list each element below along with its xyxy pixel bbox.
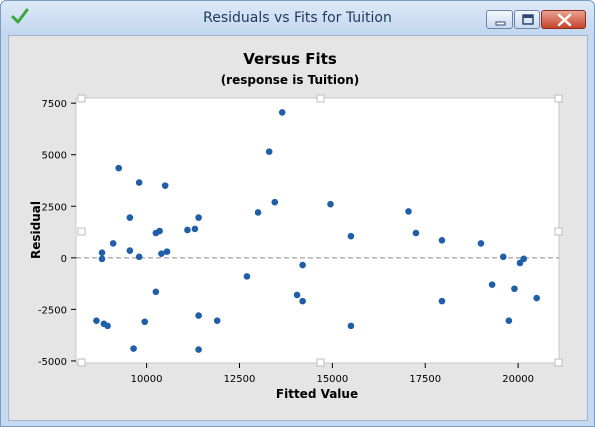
- resize-handle[interactable]: [77, 227, 86, 236]
- data-point: [499, 253, 507, 261]
- data-point: [511, 285, 518, 293]
- resize-handle[interactable]: [554, 94, 563, 103]
- data-point: [126, 214, 134, 221]
- data-point: [213, 317, 221, 325]
- chart-title: Versus Fits: [243, 50, 337, 68]
- data-point: [327, 200, 334, 208]
- data-point: [135, 253, 143, 261]
- data-point: [477, 240, 485, 247]
- data-point: [533, 294, 541, 302]
- data-point: [191, 225, 199, 233]
- resize-handle[interactable]: [316, 358, 325, 367]
- minimize-button[interactable]: [486, 10, 513, 29]
- data-point: [195, 214, 202, 221]
- resize-handle[interactable]: [554, 227, 563, 236]
- data-point: [505, 317, 513, 325]
- data-point: [293, 291, 301, 299]
- green-checkmark-icon: [11, 8, 29, 24]
- minimize-icon: [495, 21, 506, 26]
- data-point: [278, 109, 286, 116]
- chart-subtitle: (response is Tuition): [221, 73, 360, 87]
- data-point: [115, 164, 123, 172]
- data-point: [299, 261, 306, 269]
- data-point: [195, 346, 202, 353]
- plot-area: [75, 97, 560, 364]
- x-tick-label: 17500: [409, 374, 441, 385]
- data-point: [98, 249, 106, 256]
- data-point: [412, 229, 420, 237]
- data-point: [438, 236, 446, 244]
- graph-client-area: Versus Fits (response is Tuition) Fitted…: [8, 35, 588, 421]
- data-point: [438, 297, 446, 305]
- resize-handle[interactable]: [77, 94, 86, 103]
- close-button[interactable]: [541, 10, 586, 29]
- x-tick-label: 20000: [502, 374, 534, 385]
- data-point: [152, 288, 160, 296]
- x-tick-label: 15000: [316, 374, 348, 385]
- data-point: [141, 318, 149, 326]
- data-point: [520, 255, 528, 263]
- x-tick-label: 10000: [131, 374, 163, 385]
- data-point: [163, 248, 171, 255]
- data-point: [347, 322, 355, 330]
- data-point: [109, 240, 117, 247]
- y-tick-label: -2500: [38, 305, 67, 316]
- data-point: [135, 179, 143, 186]
- y-tick-label: 0: [61, 254, 67, 265]
- data-point: [265, 148, 273, 155]
- maximize-icon: [522, 14, 534, 25]
- window-title: Residuals vs Fits for Tuition: [203, 10, 392, 26]
- resize-handle[interactable]: [77, 358, 86, 367]
- y-tick-label: 7500: [42, 99, 67, 110]
- data-point: [104, 322, 111, 330]
- data-point: [299, 297, 306, 305]
- data-point: [184, 226, 191, 234]
- data-point: [93, 317, 100, 325]
- title-bar[interactable]: Residuals vs Fits for Tuition: [1, 1, 594, 35]
- data-point: [347, 232, 355, 240]
- x-tick-label: 12500: [224, 374, 256, 385]
- data-point: [271, 198, 279, 206]
- data-point: [98, 255, 106, 263]
- residuals-vs-fits-chart: Versus Fits (response is Tuition) Fitted…: [29, 50, 563, 401]
- close-icon: [557, 13, 572, 27]
- data-point: [195, 312, 202, 319]
- data-point: [156, 227, 163, 235]
- data-point: [158, 250, 165, 258]
- data-point: [254, 209, 262, 216]
- y-tick-label: 2500: [42, 202, 67, 213]
- data-point: [405, 208, 412, 215]
- y-tick-label: -5000: [38, 357, 67, 368]
- y-tick-label: 5000: [42, 151, 67, 162]
- x-axis-label: Fitted Value: [276, 387, 358, 401]
- y-axis-label: Residual: [29, 201, 43, 259]
- data-point: [126, 247, 134, 254]
- data-point: [243, 273, 251, 280]
- resize-handle[interactable]: [316, 94, 325, 103]
- resize-handle[interactable]: [554, 358, 563, 367]
- data-point: [488, 281, 496, 288]
- data-point: [130, 345, 137, 352]
- maximize-button[interactable]: [514, 10, 540, 29]
- data-point: [161, 182, 169, 189]
